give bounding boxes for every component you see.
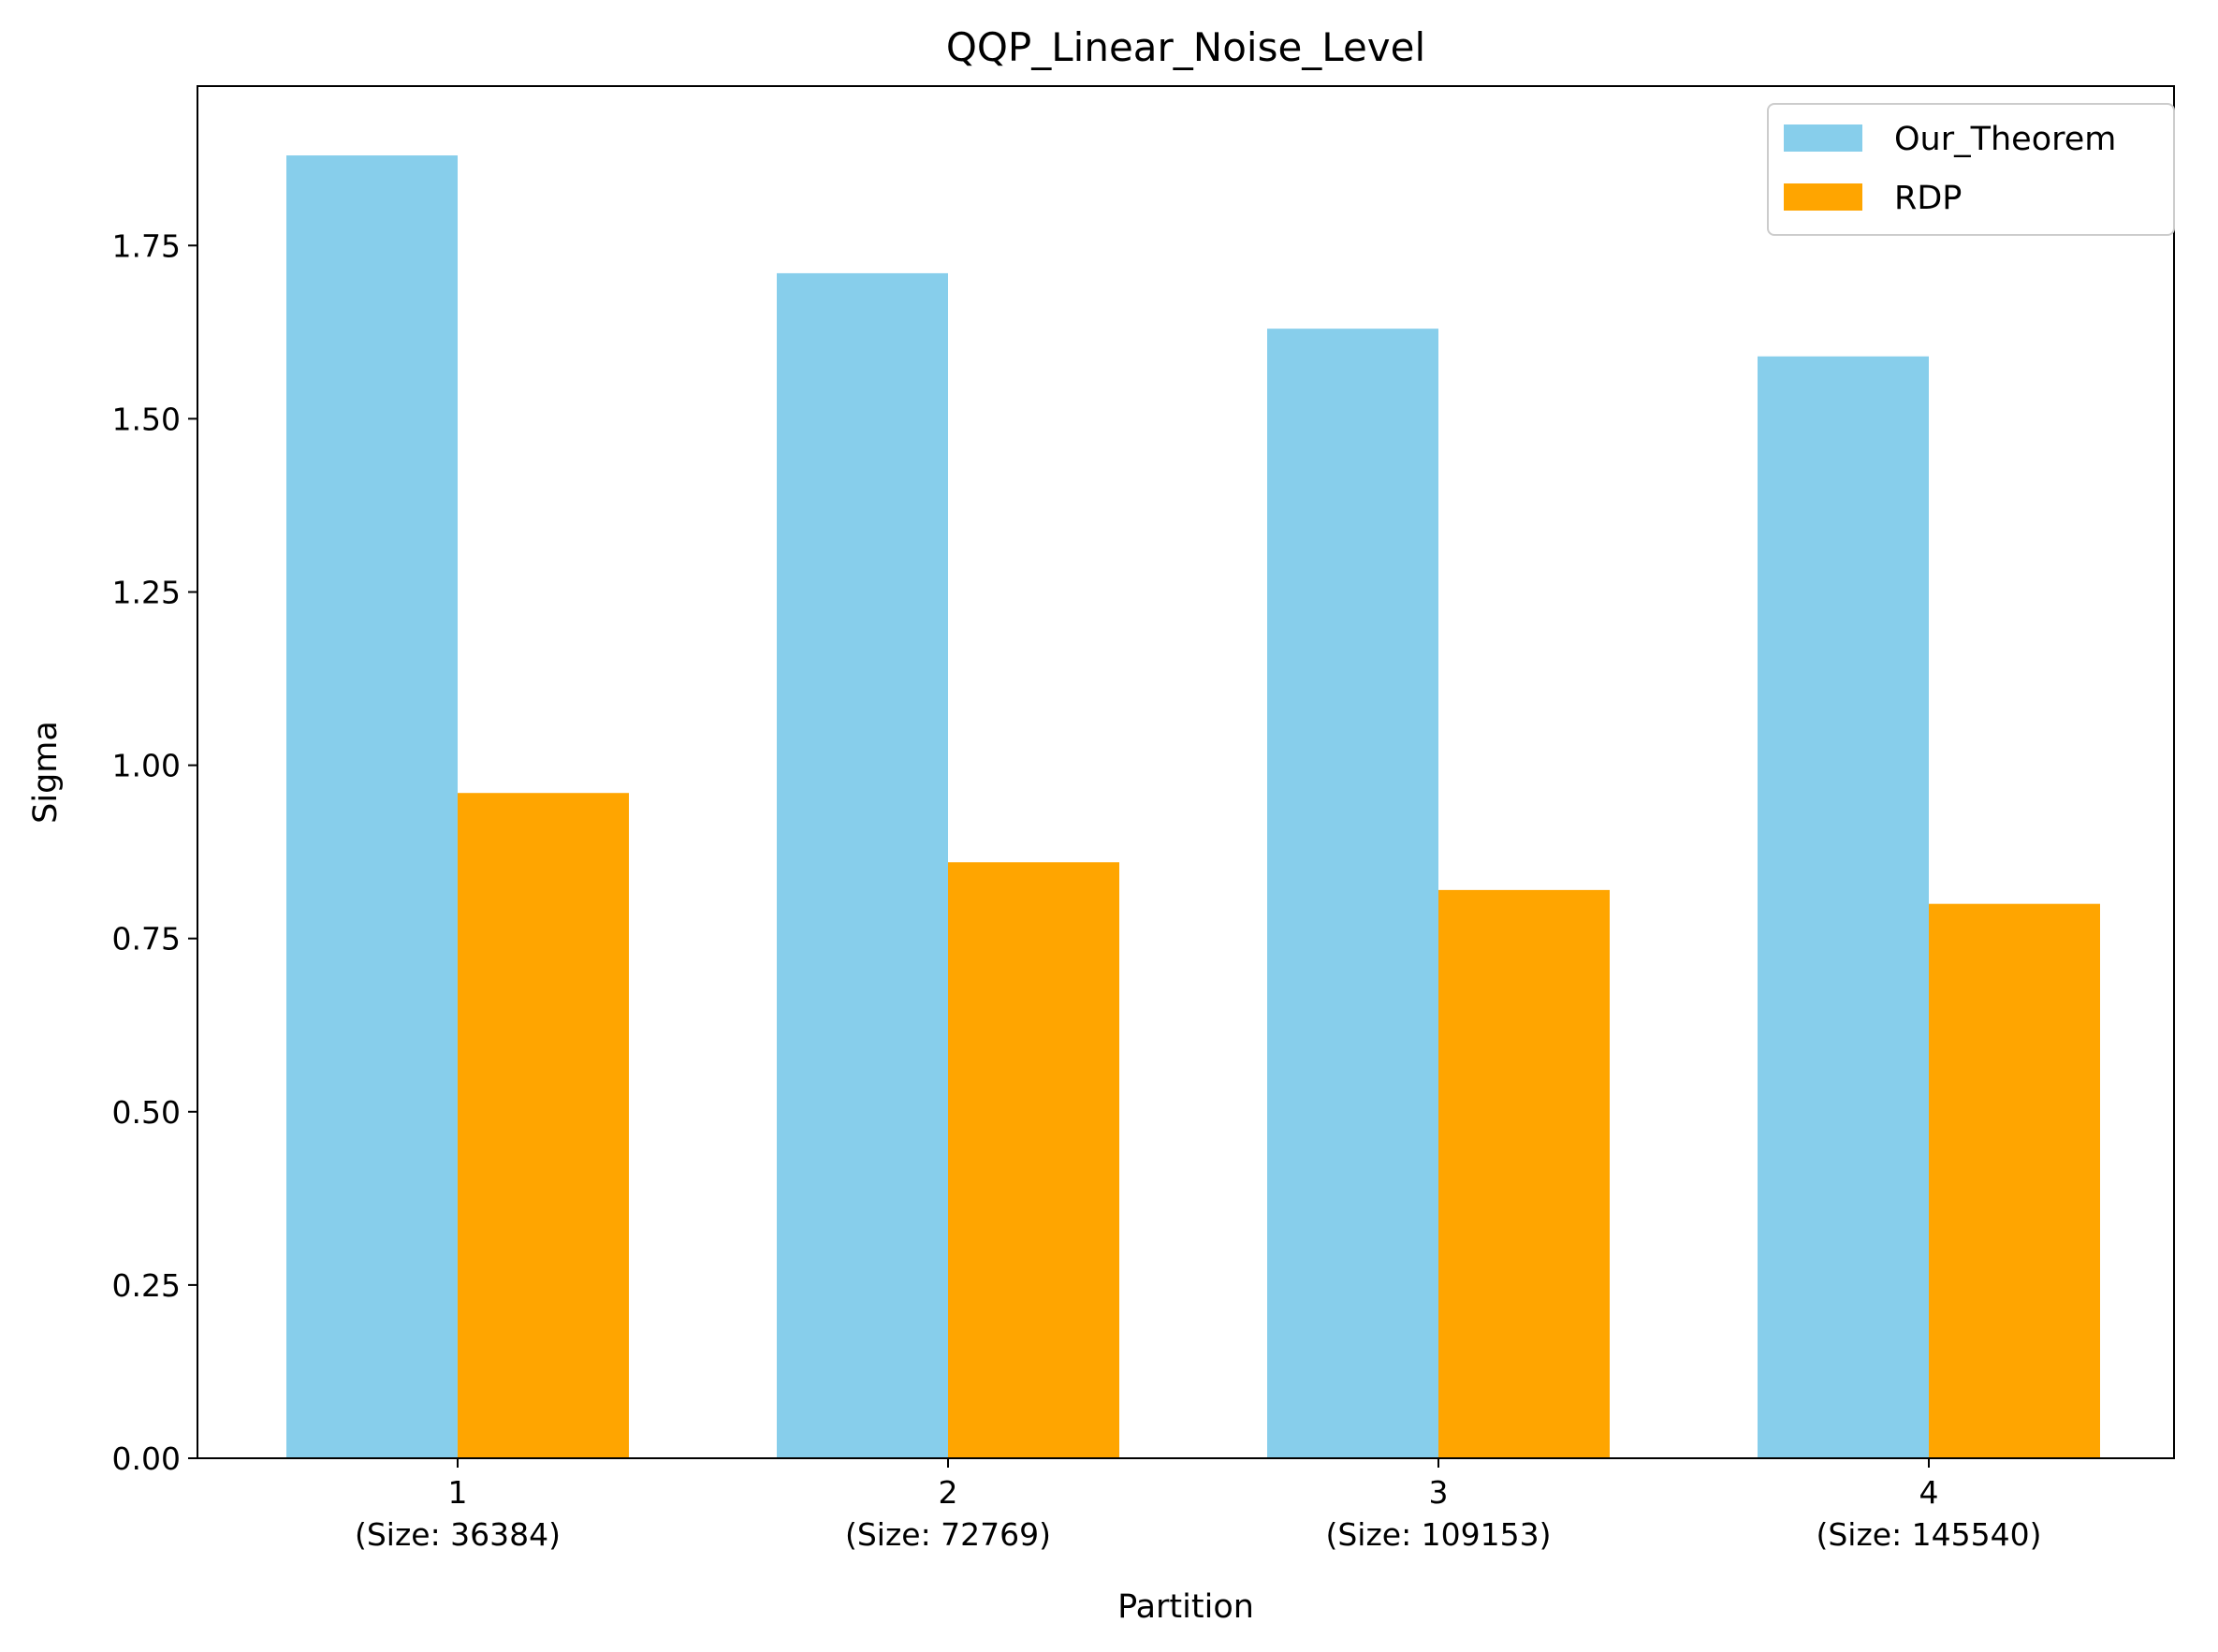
bar-rdp-4	[1929, 903, 2100, 1458]
bar-our-theorem-3	[1267, 329, 1438, 1459]
legend-box	[1767, 103, 2175, 236]
x-tick-label: 4	[1919, 1474, 1939, 1511]
x-tick-sublabel: (Size: 36384)	[355, 1516, 561, 1553]
x-tick-sublabel: (Size: 72769)	[845, 1516, 1051, 1553]
bar-our-theorem-1	[286, 155, 458, 1458]
y-tick-label: 0.25	[112, 1267, 181, 1304]
legend-swatch	[1784, 124, 1862, 152]
bar-rdp-3	[1438, 889, 1610, 1458]
legend: Our_Theorem RDP	[1767, 103, 2175, 236]
y-tick-label: 1.75	[112, 227, 181, 264]
x-tick-label: 2	[939, 1474, 958, 1511]
bars-group	[286, 155, 2100, 1459]
x-axis-label: Partition	[1117, 1588, 1254, 1626]
bar-rdp-1	[458, 793, 629, 1458]
legend-swatch	[1784, 183, 1862, 211]
legend-label: RDP	[1894, 180, 1962, 217]
y-tick-label: 0.75	[112, 921, 181, 958]
bar-rdp-2	[948, 862, 1119, 1458]
x-axis: 1 (Size: 36384) 2 (Size: 72769) 3 (Size: 1091…	[355, 1458, 2042, 1553]
legend-label: Our_Theorem	[1894, 121, 2116, 158]
y-tick-label: 1.50	[112, 401, 181, 437]
x-tick-label: 3	[1429, 1474, 1449, 1511]
y-tick-label: 0.50	[112, 1094, 181, 1131]
y-axis: 0.00 0.25 0.50 0.75 1.00 1.25 1.50 1.75	[112, 227, 197, 1477]
y-axis-label: Sigma	[27, 721, 65, 824]
y-tick-label: 1.00	[112, 748, 181, 784]
y-tick-label: 0.00	[112, 1440, 181, 1477]
x-tick-label: 1	[448, 1474, 468, 1511]
bar-our-theorem-2	[777, 272, 948, 1459]
plot-frame	[197, 85, 2175, 1459]
y-tick-label: 1.25	[112, 574, 181, 610]
x-tick-sublabel: (Size: 145540)	[1816, 1516, 2041, 1553]
bar-our-theorem-4	[1758, 356, 1929, 1458]
x-tick-sublabel: (Size: 109153)	[1325, 1516, 1551, 1553]
chart-title: QQP_Linear_Noise_Level	[946, 24, 1425, 70]
